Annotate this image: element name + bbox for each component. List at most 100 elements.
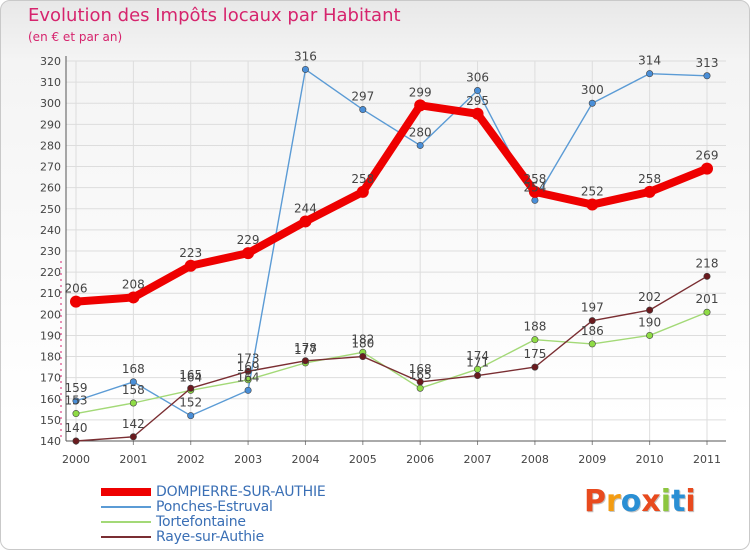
data-point [129, 399, 137, 407]
data-point [301, 357, 309, 365]
data-label: 178 [294, 341, 317, 355]
data-label: 175 [523, 347, 546, 361]
data-label: 300 [581, 83, 604, 97]
data-label: 218 [696, 256, 719, 270]
y-tick-label: 200 [40, 308, 61, 321]
data-label: 182 [351, 332, 374, 346]
legend-swatch [101, 488, 151, 496]
data-point [531, 196, 539, 204]
x-tick-label: 2010 [636, 453, 664, 466]
logo-letter: o [620, 484, 642, 519]
data-label: 313 [696, 56, 719, 70]
y-tick-label: 170 [40, 372, 61, 385]
logo-letter: i [660, 484, 672, 519]
data-label: 297 [351, 90, 374, 104]
data-label: 168 [122, 362, 145, 376]
data-label: 165 [179, 368, 202, 382]
data-point [588, 99, 596, 107]
data-point [299, 215, 312, 228]
data-label: 158 [122, 383, 145, 397]
data-point [70, 295, 82, 308]
data-label: 244 [294, 201, 317, 215]
data-label: 152 [179, 396, 202, 410]
data-label: 165 [409, 368, 432, 382]
data-point [244, 376, 252, 384]
data-point [301, 65, 309, 73]
y-tick-label: 260 [40, 182, 61, 195]
proxiti-logo: Proxiti [584, 484, 696, 519]
data-label: 164 [237, 370, 260, 384]
axes [60, 56, 726, 445]
data-labels: 159 168 152 164 316 297 280 306 254 300 314 313 153 1… [65, 49, 719, 435]
data-point [646, 70, 654, 78]
legend-label: DOMPIERRE-SUR-AUTHIE [156, 484, 326, 500]
data-label: 269 [696, 149, 719, 163]
data-label: 258 [351, 172, 374, 186]
data-point [416, 384, 424, 392]
y-tick-label: 250 [40, 203, 61, 216]
data-label: 252 [581, 185, 604, 199]
data-label: 173 [237, 351, 260, 365]
y-tick-label: 220 [40, 266, 61, 279]
data-label: 280 [409, 125, 432, 139]
logo-letter: t [671, 484, 686, 519]
data-point [531, 336, 539, 344]
data-point [72, 397, 80, 405]
y-tick-label: 300 [40, 97, 61, 110]
data-point [416, 378, 424, 386]
y-tick-label: 230 [40, 245, 61, 258]
data-label: 208 [122, 277, 145, 291]
data-label: 314 [638, 54, 661, 68]
data-point [588, 340, 596, 348]
logo-letter: x [641, 484, 661, 519]
data-point [129, 378, 137, 386]
data-point [242, 247, 255, 260]
x-tick-label: 2004 [291, 453, 319, 466]
y-tick-label: 140 [40, 435, 61, 448]
series-line-1 [75, 68, 708, 417]
chart-title: Evolution des Impôts locaux par Habitant [28, 5, 401, 26]
logo-letter: i [685, 484, 696, 519]
series-line-2 [75, 311, 708, 415]
y-tick-label: 270 [40, 161, 61, 174]
data-label: 306 [466, 71, 489, 85]
data-label: 168 [409, 362, 432, 376]
x-tick-label: 2000 [62, 453, 90, 466]
y-tick-label: 160 [40, 393, 61, 406]
data-point [703, 308, 711, 316]
data-label: 169 [237, 360, 260, 374]
x-tick-label: 2006 [406, 453, 434, 466]
series-line-3 [75, 275, 708, 442]
data-label: 180 [351, 337, 374, 351]
data-point [187, 384, 195, 392]
data-point [646, 331, 654, 339]
data-point [528, 185, 541, 198]
data-label: 201 [696, 292, 719, 306]
y-tick-label: 240 [40, 224, 61, 237]
y-tick-label: 310 [40, 76, 61, 89]
data-label: 164 [179, 370, 202, 384]
legend-swatch [101, 506, 151, 508]
x-tick-label: 2011 [693, 453, 721, 466]
x-tick-labels: 2000 2001 2002 2003 2004 2005 2006 2007 2008 2009… [62, 453, 721, 466]
data-label: 223 [179, 246, 202, 260]
y-tick-label: 190 [40, 329, 61, 342]
data-label: 190 [638, 315, 661, 329]
data-label: 159 [65, 381, 88, 395]
x-tick-label: 2009 [578, 453, 606, 466]
data-point [244, 367, 252, 375]
y-tick-labels: 140 150 160 170 180 190 200 210 220 230 240 250 260 2… [40, 55, 61, 448]
logo-letter: r [606, 484, 621, 519]
data-point [359, 353, 367, 361]
series-lines [70, 65, 713, 445]
data-label: 316 [294, 49, 317, 63]
data-label: 140 [65, 421, 88, 435]
data-point [474, 372, 482, 380]
data-label: 197 [581, 301, 604, 315]
legend-label: Ponches-Estruval [156, 499, 273, 515]
x-tick-label: 2007 [464, 453, 492, 466]
data-label: 206 [65, 282, 88, 296]
data-point [72, 410, 80, 418]
data-point [588, 317, 596, 325]
